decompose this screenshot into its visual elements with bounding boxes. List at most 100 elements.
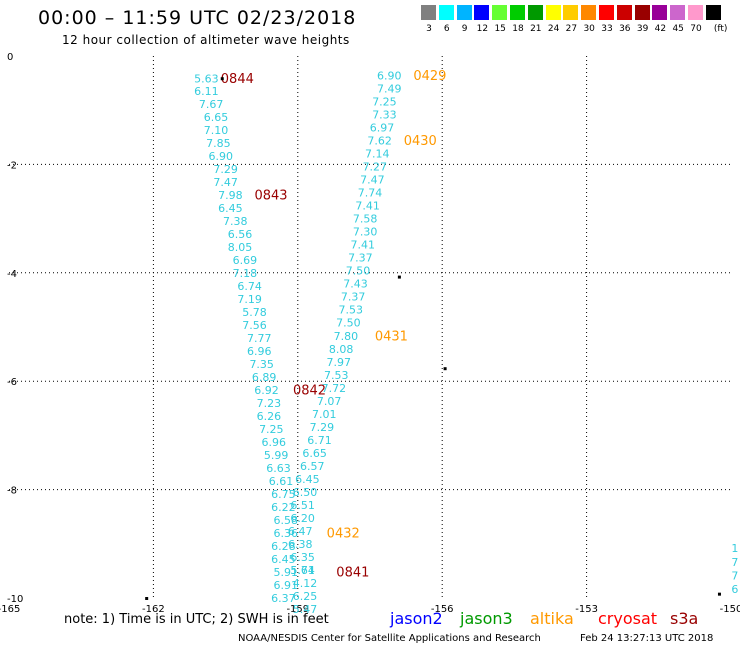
wave-height-value: 5.99 bbox=[264, 449, 289, 462]
track-marker bbox=[443, 367, 447, 371]
wave-height-value: 6.65 bbox=[302, 447, 327, 460]
color-scale-label: 6 bbox=[443, 24, 450, 34]
wave-height-value: 7.41 bbox=[351, 239, 376, 252]
wave-height-value: 6 bbox=[731, 583, 738, 596]
x-tick-label: -153 bbox=[575, 604, 598, 615]
wave-height-value: 7.29 bbox=[310, 421, 335, 434]
wave-height-value: 6.25 bbox=[293, 590, 318, 603]
wave-height-value: 7.50 bbox=[346, 265, 371, 278]
legend-item-jason3: jason3 bbox=[460, 609, 513, 628]
color-scale-swatch bbox=[545, 5, 561, 20]
wave-height-value: 6.97 bbox=[370, 122, 395, 135]
color-scale-label: 15 bbox=[494, 24, 506, 34]
color-scale-label: 33 bbox=[601, 24, 613, 34]
wave-height-value: 7.37 bbox=[348, 252, 373, 265]
page-title: 00:00 – 11:59 UTC 02/23/2018 bbox=[38, 7, 357, 29]
wave-height-value: 7.72 bbox=[322, 382, 347, 395]
track-marker bbox=[397, 275, 401, 279]
wave-height-value: 6.90 bbox=[209, 150, 234, 163]
note-text: note: 1) Time is in UTC; 2) SWH is in fe… bbox=[64, 612, 329, 627]
wave-height-value: 7.98 bbox=[218, 189, 243, 202]
color-scale-swatch bbox=[705, 5, 721, 20]
color-scale-swatch bbox=[527, 5, 543, 20]
time-label: 0431 bbox=[375, 329, 408, 344]
color-scale-swatch bbox=[492, 5, 508, 20]
x-tick-label: -156 bbox=[431, 604, 454, 615]
color-scale-swatch bbox=[670, 5, 686, 20]
page-subtitle: 12 hour collection of altimeter wave hei… bbox=[62, 33, 350, 47]
color-scale-label: 27 bbox=[565, 24, 578, 34]
color-scale-swatch bbox=[599, 5, 614, 20]
time-label: 0430 bbox=[404, 134, 437, 149]
wave-height-value: 6.20 bbox=[290, 512, 315, 525]
wave-height-value: 7.74 bbox=[358, 187, 383, 200]
wave-height-value: 7.62 bbox=[367, 135, 392, 148]
wave-height-value: 7.25 bbox=[259, 423, 284, 436]
y-tick-label: -10 bbox=[7, 594, 23, 605]
wave-height-value: 6.89 bbox=[252, 371, 277, 384]
color-scale-swatch bbox=[581, 5, 597, 20]
color-scale-swatch bbox=[438, 5, 454, 20]
legend-item-jason2: jason2 bbox=[390, 609, 443, 628]
time-label: 0429 bbox=[413, 69, 446, 84]
footer-credit: NOAA/NESDIS Center for Satellite Applica… bbox=[238, 633, 541, 644]
color-scale-label: 12 bbox=[476, 24, 489, 34]
wave-height-value: 6.90 bbox=[377, 70, 402, 83]
color-scale-label: 9 bbox=[461, 24, 468, 34]
wave-height-value: 5.91 bbox=[274, 566, 299, 579]
wave-height-value: 6.28 bbox=[271, 540, 296, 553]
wave-height-value: 7.27 bbox=[363, 161, 388, 174]
wave-height-value: 7.77 bbox=[247, 332, 272, 345]
legend-item-cryosat: cryosat bbox=[598, 609, 658, 628]
wave-height-value: 6.63 bbox=[266, 462, 291, 475]
color-scale-label: 42 bbox=[654, 24, 667, 34]
wave-height-value: 8.08 bbox=[329, 343, 354, 356]
wave-height-value: 7.30 bbox=[353, 226, 378, 239]
wave-height-value: 6.96 bbox=[247, 345, 272, 358]
color-scale-label: 18 bbox=[512, 24, 524, 34]
wave-height-value: 6.61 bbox=[269, 475, 294, 488]
color-scale-swatch bbox=[421, 5, 436, 20]
wave-height-value: 7.33 bbox=[372, 109, 397, 122]
wave-height-value: 7 bbox=[731, 569, 738, 582]
color-scale-label: 36 bbox=[619, 24, 631, 34]
wave-height-value: 5.47 bbox=[293, 603, 318, 616]
wave-height-value: 6.50 bbox=[293, 486, 318, 499]
wave-height-value: 6.92 bbox=[254, 384, 279, 397]
color-scale-swatch bbox=[474, 5, 490, 20]
wave-height-value: 6.26 bbox=[257, 410, 282, 423]
time-label: 0844 bbox=[221, 72, 254, 87]
wave-height-value: 5.78 bbox=[242, 306, 267, 319]
y-tick-label: -4 bbox=[7, 269, 17, 280]
track-marker bbox=[145, 597, 149, 600]
wave-height-value: 6.75 bbox=[271, 488, 296, 501]
wave-height-value: 7.37 bbox=[341, 291, 366, 304]
wave-height-value: 6.71 bbox=[307, 434, 332, 447]
wave-height-value: 7.53 bbox=[324, 369, 349, 382]
wave-height-value: 7.14 bbox=[365, 148, 390, 161]
wave-height-value: 6.38 bbox=[288, 538, 313, 551]
x-tick-label: -162 bbox=[142, 604, 165, 615]
color-scale-label: 3 bbox=[426, 24, 432, 34]
color-scale-swatch bbox=[688, 5, 703, 20]
wave-height-value: 6.36 bbox=[274, 527, 299, 540]
y-tick-label: 0 bbox=[7, 52, 13, 63]
wave-height-value: 6.57 bbox=[300, 460, 325, 473]
wave-height-value: 6.74 bbox=[237, 280, 262, 293]
wave-height-value: 6.11 bbox=[194, 85, 219, 98]
color-scale-unit: (ft) bbox=[713, 24, 728, 34]
wave-height-value: 6.65 bbox=[204, 111, 229, 124]
color-scale-label: 39 bbox=[636, 24, 649, 34]
wave-height-value: 6.22 bbox=[271, 501, 296, 514]
wave-height-value: 7.47 bbox=[360, 174, 385, 187]
color-scale-swatch bbox=[634, 5, 650, 20]
wave-height-value: 7.49 bbox=[377, 83, 402, 96]
time-label: 0843 bbox=[254, 188, 287, 203]
color-scale-label: 24 bbox=[547, 24, 560, 34]
y-tick-label: -2 bbox=[7, 160, 17, 171]
wave-height-value: 6.96 bbox=[261, 436, 286, 449]
wave-height-value: 5.74 bbox=[290, 564, 315, 577]
x-tick-label: -159 bbox=[286, 604, 309, 615]
time-label: 0432 bbox=[327, 527, 360, 542]
